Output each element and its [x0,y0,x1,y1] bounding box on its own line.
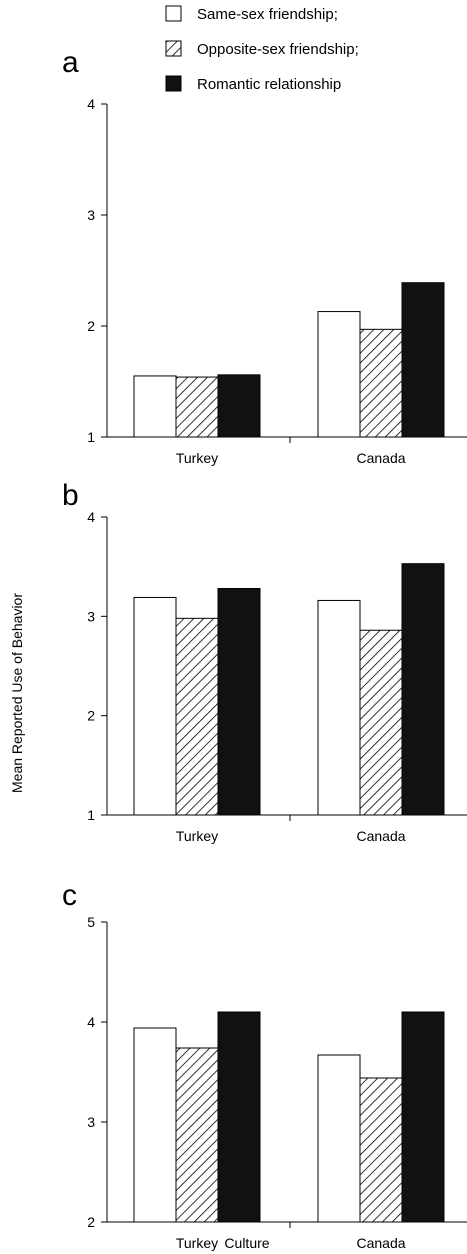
panel-b: b 1 2 3 4 Turkey Canada [62,479,467,844]
bar-opposite-sex-turkey [175,617,219,816]
bar-romantic-turkey [217,588,261,816]
legend-swatch-opposite-sex [165,40,182,57]
y-tick-label: 4 [87,509,95,525]
x-axis-title: Culture [224,1235,269,1251]
bar-opposite-sex-turkey [175,376,219,438]
y-tick-label: 1 [87,429,95,445]
bar-same-sex-canada [317,1054,361,1223]
bar-opposite-sex-turkey [175,1047,219,1223]
bar-opposite-sex-canada [359,1077,403,1223]
y-tick-label: 3 [87,608,95,624]
bar-same-sex-canada [317,599,361,816]
x-tick-label: Canada [356,828,405,844]
panel-a: a 1 2 3 4 Turkey Canada [62,46,467,466]
y-tick-label: 3 [87,1114,95,1130]
legend-label-opposite-sex: Opposite-sex friendship; [197,41,359,58]
y-tick-label: 2 [87,318,95,334]
x-tick-label: Canada [356,450,405,466]
bar-same-sex-canada [317,311,361,438]
legend-label-romantic: Romantic relationship [197,76,341,93]
legend-label-same-sex: Same-sex friendship; [197,6,338,23]
bar-opposite-sex-canada [359,328,403,438]
x-tick-label: Turkey [176,450,218,466]
legend: Same-sex friendship; Opposite-sex friend… [165,5,359,93]
y-tick-label: 4 [87,96,95,112]
bar-romantic-turkey [217,374,261,438]
bar-romantic-canada [401,563,445,816]
x-tick-label: Turkey [176,828,218,844]
panel-letter: a [62,46,79,79]
legend-swatch-romantic [165,75,182,92]
y-tick-label: 2 [87,708,95,724]
bar-same-sex-turkey [133,375,177,438]
bar-same-sex-turkey [133,1027,177,1223]
panel-letter: c [62,879,77,912]
bar-opposite-sex-canada [359,629,403,816]
y-tick-label: 5 [87,914,95,930]
bar-same-sex-turkey [133,596,177,816]
y-tick-label: 4 [87,1014,95,1030]
y-tick-label: 3 [87,207,95,223]
legend-swatch-same-sex [165,5,182,22]
y-tick-label: 2 [87,1214,95,1230]
y-axis-title: Mean Reported Use of Behavior [9,593,25,793]
panel-letter: b [62,479,79,512]
x-tick-label: Turkey [176,1235,218,1251]
bar-romantic-canada [401,282,445,438]
bar-romantic-canada [401,1011,445,1223]
y-tick-label: 1 [87,807,95,823]
x-tick-label: Canada [356,1235,405,1251]
panel-c: c 2 3 4 5 Turkey Canada [62,879,467,1251]
bar-romantic-turkey [217,1011,261,1223]
